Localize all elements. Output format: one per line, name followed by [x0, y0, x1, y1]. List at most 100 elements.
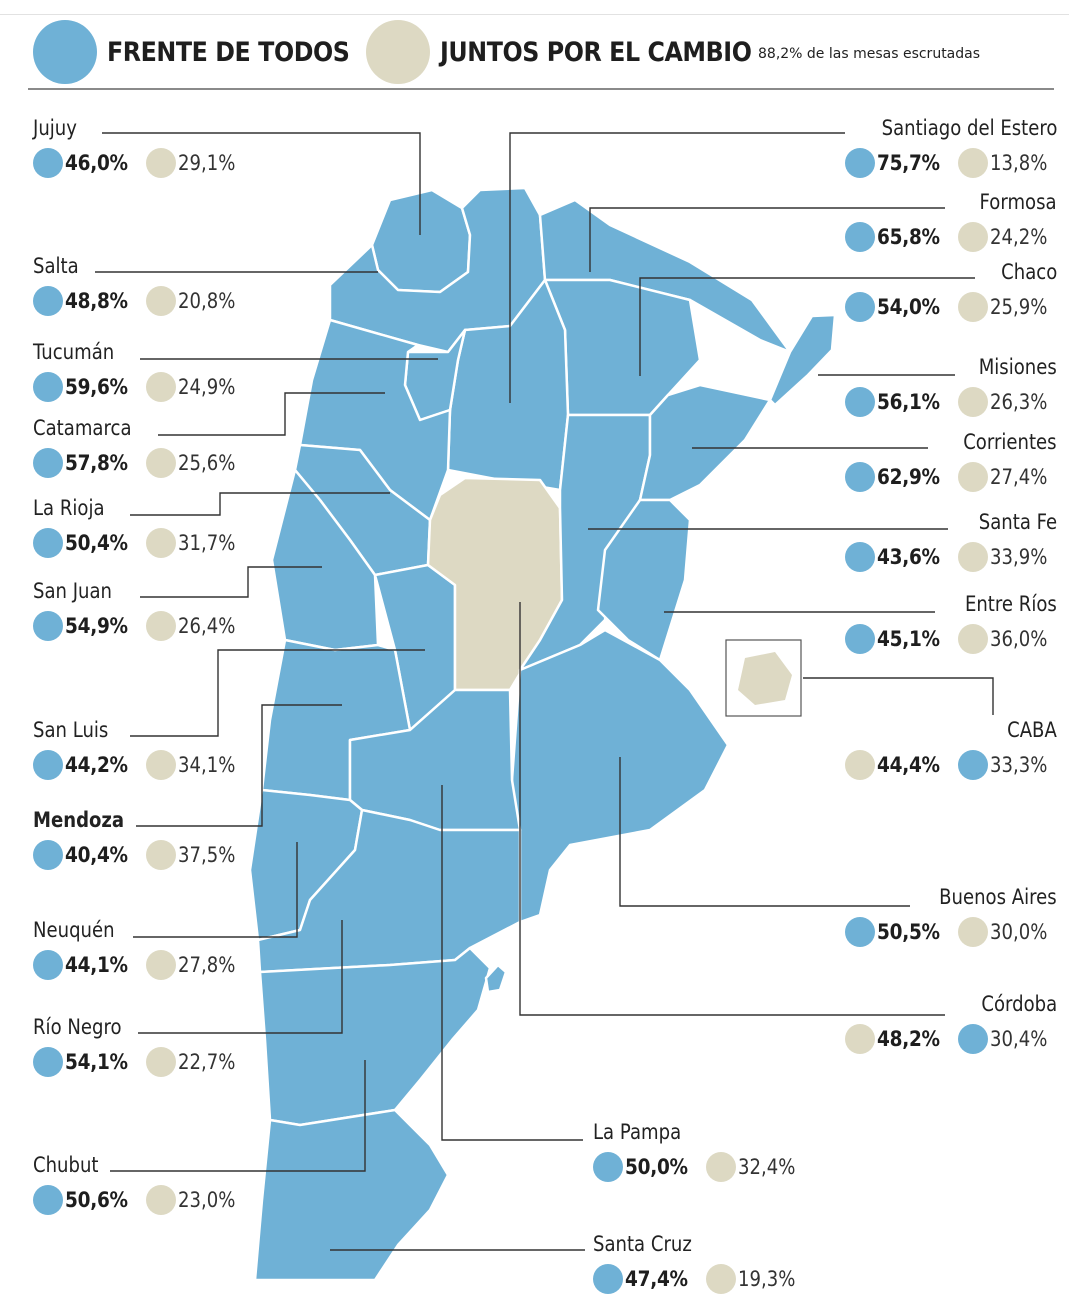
dot-beige	[706, 1152, 737, 1182]
province-la-pampa: La Pampa 50,0% 32,4%	[593, 1120, 805, 1182]
province-name: Buenos Aires	[939, 885, 1057, 909]
dot-beige	[146, 286, 177, 316]
leader-chubut	[110, 1060, 366, 1172]
value-juntos: 32,4%	[738, 1155, 796, 1179]
leader-neuquen	[133, 842, 298, 938]
value-frente: 54,1%	[65, 1050, 128, 1074]
province-name: Tucumán	[33, 340, 115, 364]
value-juntos: 19,3%	[738, 1267, 796, 1291]
dot-beige	[146, 448, 177, 478]
value-juntos: 22,7%	[178, 1050, 236, 1074]
legend-label-juntos-por-el-cambio: JUNTOS POR EL CAMBIO	[440, 36, 752, 68]
value-frente: 54,0%	[876, 295, 940, 319]
value-frente: 50,6%	[65, 1188, 128, 1212]
leader-lines	[95, 132, 994, 1251]
value-frente: 46,0%	[65, 151, 128, 175]
dot-beige	[958, 462, 989, 492]
value-frente: 45,1%	[876, 627, 940, 651]
dot-beige	[958, 917, 989, 947]
dot-beige	[146, 750, 177, 780]
dot-blue	[33, 611, 63, 641]
dot-blue	[33, 372, 63, 402]
value-juntos: 27,8%	[178, 953, 236, 977]
legend-juntos-por-el-cambio: JUNTOS POR EL CAMBIO	[366, 20, 794, 84]
province-entre-rios: Entre Ríos 45,1% 36,0%	[844, 592, 1057, 654]
dot-blue	[33, 528, 63, 558]
province-name: Río Negro	[33, 1015, 122, 1039]
province-name: Santa Fe	[978, 510, 1057, 534]
dot-blue	[844, 148, 875, 178]
province-caba: CABA 44,4% 33,3%	[844, 718, 1057, 780]
value-frente: 48,8%	[65, 289, 128, 313]
value-frente: 44,1%	[65, 953, 128, 977]
dot-blue	[844, 462, 875, 492]
value-juntos: 34,1%	[178, 753, 236, 777]
province-name: Entre Ríos	[965, 592, 1057, 616]
province-name: Catamarca	[33, 416, 132, 440]
province-salta: Salta 48,8% 20,8%	[33, 254, 245, 316]
province-name: Santiago del Estero	[881, 116, 1057, 140]
province-san-luis: San Luis 44,2% 34,1%	[33, 718, 245, 780]
dot-blue	[844, 222, 875, 252]
value-frente: 54,9%	[65, 614, 128, 638]
value-juntos: 20,8%	[178, 289, 236, 313]
region-chubut	[258, 946, 492, 1127]
legend-dot-blue	[33, 20, 97, 84]
leader-la-rioja	[130, 492, 390, 516]
region-corrientes	[638, 383, 772, 502]
dot-blue	[33, 286, 63, 316]
dot-beige	[146, 950, 177, 980]
dot-blue	[844, 542, 875, 572]
dot-beige	[146, 611, 177, 641]
province-name: La Pampa	[593, 1120, 682, 1144]
province-name: Formosa	[979, 190, 1057, 214]
dot-beige	[146, 1047, 177, 1077]
scrutiny-note: 88,2% de las mesas escrutadas	[758, 46, 981, 62]
leader-catamarca	[158, 392, 385, 436]
leader-san-juan	[140, 566, 322, 598]
leader-santiago-del-estero	[509, 132, 845, 403]
value-juntos: 26,4%	[178, 614, 236, 638]
value-juntos: 24,2%	[990, 225, 1048, 249]
value-frente: 40,4%	[65, 843, 128, 867]
dot-beige	[844, 1024, 875, 1054]
dot-blue	[33, 1185, 63, 1215]
leader-jujuy	[102, 132, 421, 235]
dot-blue	[33, 1047, 63, 1077]
province-name: San Luis	[33, 718, 109, 742]
leader-cordoba	[519, 602, 945, 1016]
dot-beige	[958, 222, 989, 252]
value-frente: 44,2%	[65, 753, 128, 777]
value-frente: 47,4%	[625, 1267, 688, 1291]
dot-beige	[146, 1185, 177, 1215]
province-misiones: Misiones 56,1% 26,3%	[844, 355, 1057, 417]
province-rio-negro: Río Negro 54,1% 22,7%	[33, 1015, 245, 1077]
province-name: Chaco	[1000, 260, 1057, 284]
province-buenos-aires: Buenos Aires 50,5% 30,0%	[844, 885, 1057, 947]
value-juntos: 48,2%	[876, 1027, 940, 1051]
legend-dot-beige	[366, 20, 430, 84]
region-caba	[738, 652, 792, 705]
value-juntos: 44,4%	[876, 753, 940, 777]
dot-beige	[146, 372, 177, 402]
value-frente: 59,6%	[65, 375, 128, 399]
value-frente: 30,4%	[990, 1027, 1048, 1051]
value-juntos: 25,6%	[178, 451, 236, 475]
legend-frente-de-todos: FRENTE DE TODOS	[33, 20, 382, 84]
header-rule	[28, 88, 1054, 90]
dot-beige	[958, 542, 989, 572]
province-san-juan: San Juan 54,9% 26,4%	[33, 579, 245, 641]
province-santiago-del-estero: Santiago del Estero 75,7% 13,8%	[844, 116, 1057, 178]
province-name: Mendoza	[33, 808, 125, 832]
dot-blue	[33, 950, 63, 980]
value-juntos: 36,0%	[990, 627, 1048, 651]
value-juntos: 24,9%	[178, 375, 236, 399]
dot-blue	[844, 292, 875, 322]
leader-la-pampa	[441, 785, 583, 1141]
region-misiones	[768, 313, 837, 407]
dot-beige	[146, 840, 177, 870]
value-juntos: 37,5%	[178, 843, 236, 867]
dot-blue	[33, 750, 63, 780]
province-neuquen: Neuquén 44,1% 27,8%	[33, 918, 245, 980]
